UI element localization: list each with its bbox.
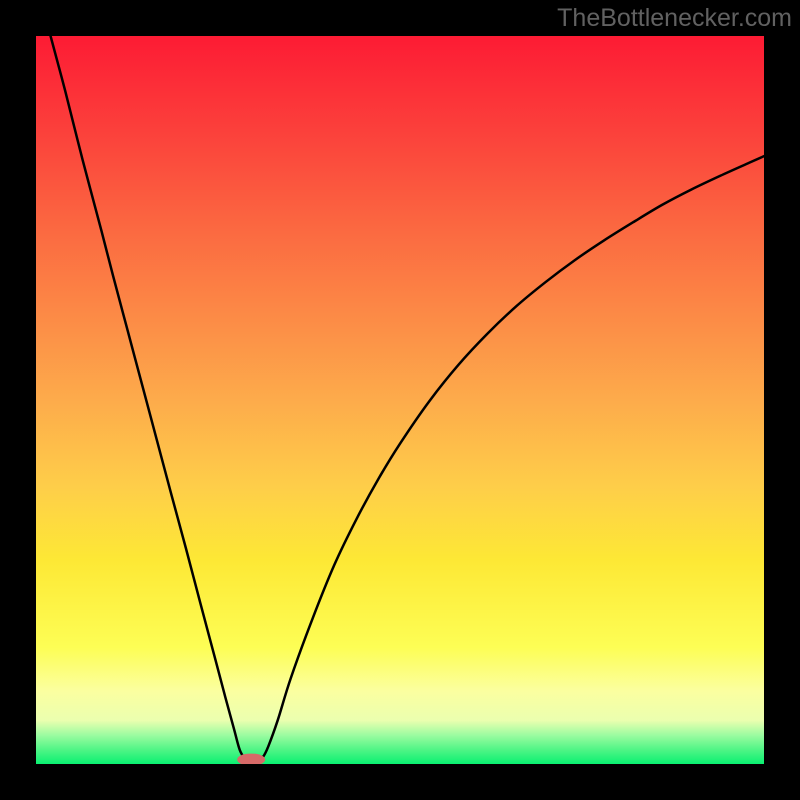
chart-root: { "chart": { "type": "line", "canvas": {… xyxy=(0,0,800,800)
frame-bottom xyxy=(0,764,800,800)
watermark-text: TheBottlenecker.com xyxy=(557,4,792,33)
plot-area xyxy=(36,36,764,764)
minimum-marker xyxy=(238,753,266,764)
bottleneck-curve xyxy=(51,36,764,762)
frame-right xyxy=(764,0,800,800)
curve-svg xyxy=(36,36,764,764)
frame-left xyxy=(0,0,36,800)
